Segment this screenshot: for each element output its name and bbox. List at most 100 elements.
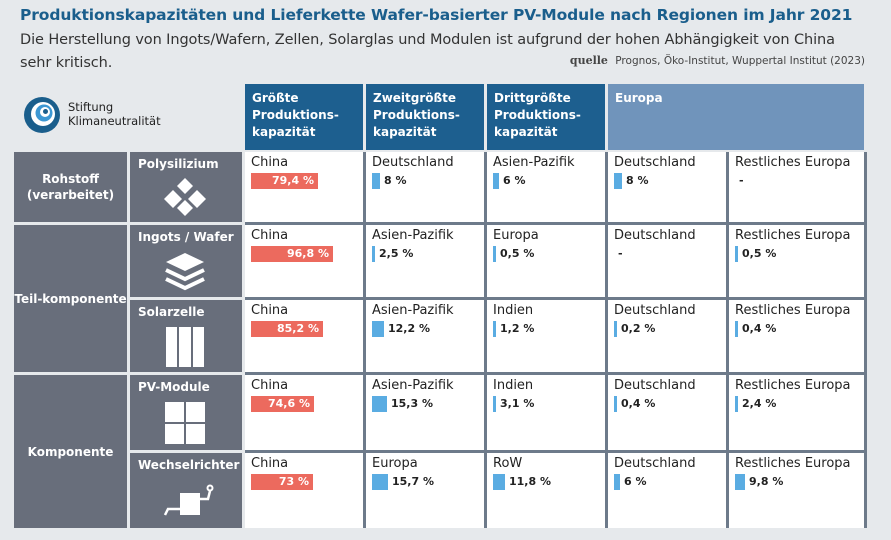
chart-subtitle: Die Herstellung von Ingots/Wafern, Zelle… xyxy=(20,32,835,71)
product-label: Ingots / Wafer xyxy=(138,230,234,244)
value-bar xyxy=(493,321,496,337)
table-cell: Deutschland 6 % xyxy=(608,453,726,528)
value-label: 0,4 % xyxy=(742,322,777,335)
value-label: 15,7 % xyxy=(392,475,434,488)
column-header-largest: Größte Produktions-kapazität xyxy=(245,84,363,150)
cell-country: RoW xyxy=(493,456,523,471)
cell-country: Deutschland xyxy=(372,155,454,170)
source-note: quelle Prognos, Öko-Institut, Wuppertal … xyxy=(570,54,865,67)
value-bar xyxy=(493,474,505,490)
category-teilkomponente: Teil-komponente xyxy=(14,225,127,372)
table-cell: China 79,4 % xyxy=(245,152,363,222)
value-label: 74,6 % xyxy=(268,397,310,410)
table-cell: China 85,2 % xyxy=(245,300,363,372)
value-bar xyxy=(372,246,375,262)
value-bar xyxy=(493,173,499,189)
value-bar xyxy=(614,396,617,412)
value-label: 6 % xyxy=(503,174,526,187)
cell-country: Deutschland xyxy=(614,456,696,471)
cell-country: China xyxy=(251,303,289,318)
value-bar xyxy=(735,246,738,262)
value-bar xyxy=(251,474,313,490)
table-cell: Restliches Europa 9,8 % xyxy=(729,453,864,528)
value-bar xyxy=(251,173,318,189)
table-cell: Deutschland 8 % xyxy=(366,152,484,222)
cell-country: China xyxy=(251,456,289,471)
value-label: 85,2 % xyxy=(277,322,319,335)
cell-country: Restliches Europa xyxy=(735,155,851,170)
cell-country: Deutschland xyxy=(614,228,696,243)
solar-cell-icon xyxy=(166,327,204,367)
product-pv-module: PV-Module xyxy=(130,375,242,450)
value-label: 9,8 % xyxy=(749,475,784,488)
value-label: 0,5 % xyxy=(500,247,535,260)
chart-title: Produktionskapazitäten und Lieferkette W… xyxy=(20,6,853,24)
table-cell: Indien 1,2 % xyxy=(487,300,605,372)
value-label: 11,8 % xyxy=(509,475,551,488)
value-bar xyxy=(614,321,617,337)
cell-country: Restliches Europa xyxy=(735,228,851,243)
table-cell: Deutschland - xyxy=(608,225,726,297)
column-header-third: Drittgrößte Produktions-kapazität xyxy=(487,84,605,150)
cell-country: Deutschland xyxy=(614,155,696,170)
value-label: 96,8 % xyxy=(287,247,329,260)
value-label: 12,2 % xyxy=(388,322,430,335)
table-cell: Restliches Europa 0,4 % xyxy=(729,300,864,372)
cell-country: Indien xyxy=(493,303,534,318)
value-label: 2,5 % xyxy=(379,247,414,260)
source-text: Prognos, Öko-Institut, Wuppertal Institu… xyxy=(615,55,865,67)
product-solarzelle: Solarzelle xyxy=(130,300,242,372)
table-cell: Restliches Europa 0,5 % xyxy=(729,225,864,297)
product-wechselrichter: Wechselrichter xyxy=(130,453,242,528)
table-cell: China 96,8 % xyxy=(245,225,363,297)
product-label: Polysilizium xyxy=(138,157,219,171)
table-cell: Asien-Pazifik 12,2 % xyxy=(366,300,484,372)
polysilicon-icon xyxy=(164,178,206,216)
value-bar xyxy=(735,396,738,412)
logo: Stiftung Klimaneutralität xyxy=(22,95,222,135)
cell-country: China xyxy=(251,228,289,243)
inverter-icon xyxy=(163,484,214,516)
value-bar xyxy=(493,246,496,262)
category-rohstoff: Rohstoff (verarbeitet) xyxy=(14,152,127,222)
value-label: 8 % xyxy=(384,174,407,187)
value-bar xyxy=(372,474,388,490)
table-cell: Asien-Pazifik 15,3 % xyxy=(366,375,484,450)
value-label: 15,3 % xyxy=(391,397,433,410)
table-cell: Deutschland 0,2 % xyxy=(608,300,726,372)
value-bar xyxy=(614,173,622,189)
pv-module-icon xyxy=(165,402,205,444)
value-bar xyxy=(251,396,314,412)
value-bar xyxy=(251,246,333,262)
cell-country: Asien-Pazifik xyxy=(372,378,454,393)
cell-country: Asien-Pazifik xyxy=(372,228,454,243)
product-ingots-wafer: Ingots / Wafer xyxy=(130,225,242,297)
cell-country: Restliches Europa xyxy=(735,303,851,318)
product-polysilizium: Polysilizium xyxy=(130,152,242,222)
table-cell: RoW 11,8 % xyxy=(487,453,605,528)
value-bar xyxy=(735,321,738,337)
product-label: PV-Module xyxy=(138,380,210,394)
logo-line1: Stiftung xyxy=(68,100,114,114)
cell-country: Deutschland xyxy=(614,303,696,318)
value-bar xyxy=(493,396,496,412)
table-cell: Europa 0,5 % xyxy=(487,225,605,297)
cell-country: Europa xyxy=(372,456,418,471)
table-cell: Deutschland 8 % xyxy=(608,152,726,222)
logo-line2: Klimaneutralität xyxy=(68,114,161,128)
table-cell: Deutschland 0,4 % xyxy=(608,375,726,450)
cell-country: Restliches Europa xyxy=(735,456,851,471)
table-cell: China 73 % xyxy=(245,453,363,528)
table-cell: Restliches Europa 2,4 % xyxy=(729,375,864,450)
source-label: quelle xyxy=(569,54,608,67)
cell-country: Europa xyxy=(493,228,539,243)
value-label: 6 % xyxy=(624,475,647,488)
table-cell: Indien 3,1 % xyxy=(487,375,605,450)
table-cell: China 74,6 % xyxy=(245,375,363,450)
value-label: 3,1 % xyxy=(500,397,535,410)
value-label: - xyxy=(739,174,744,187)
product-label: Wechselrichter xyxy=(138,458,240,472)
value-label: 0,2 % xyxy=(621,322,656,335)
wafer-stack-icon xyxy=(165,253,205,291)
cell-country: Indien xyxy=(493,378,534,393)
